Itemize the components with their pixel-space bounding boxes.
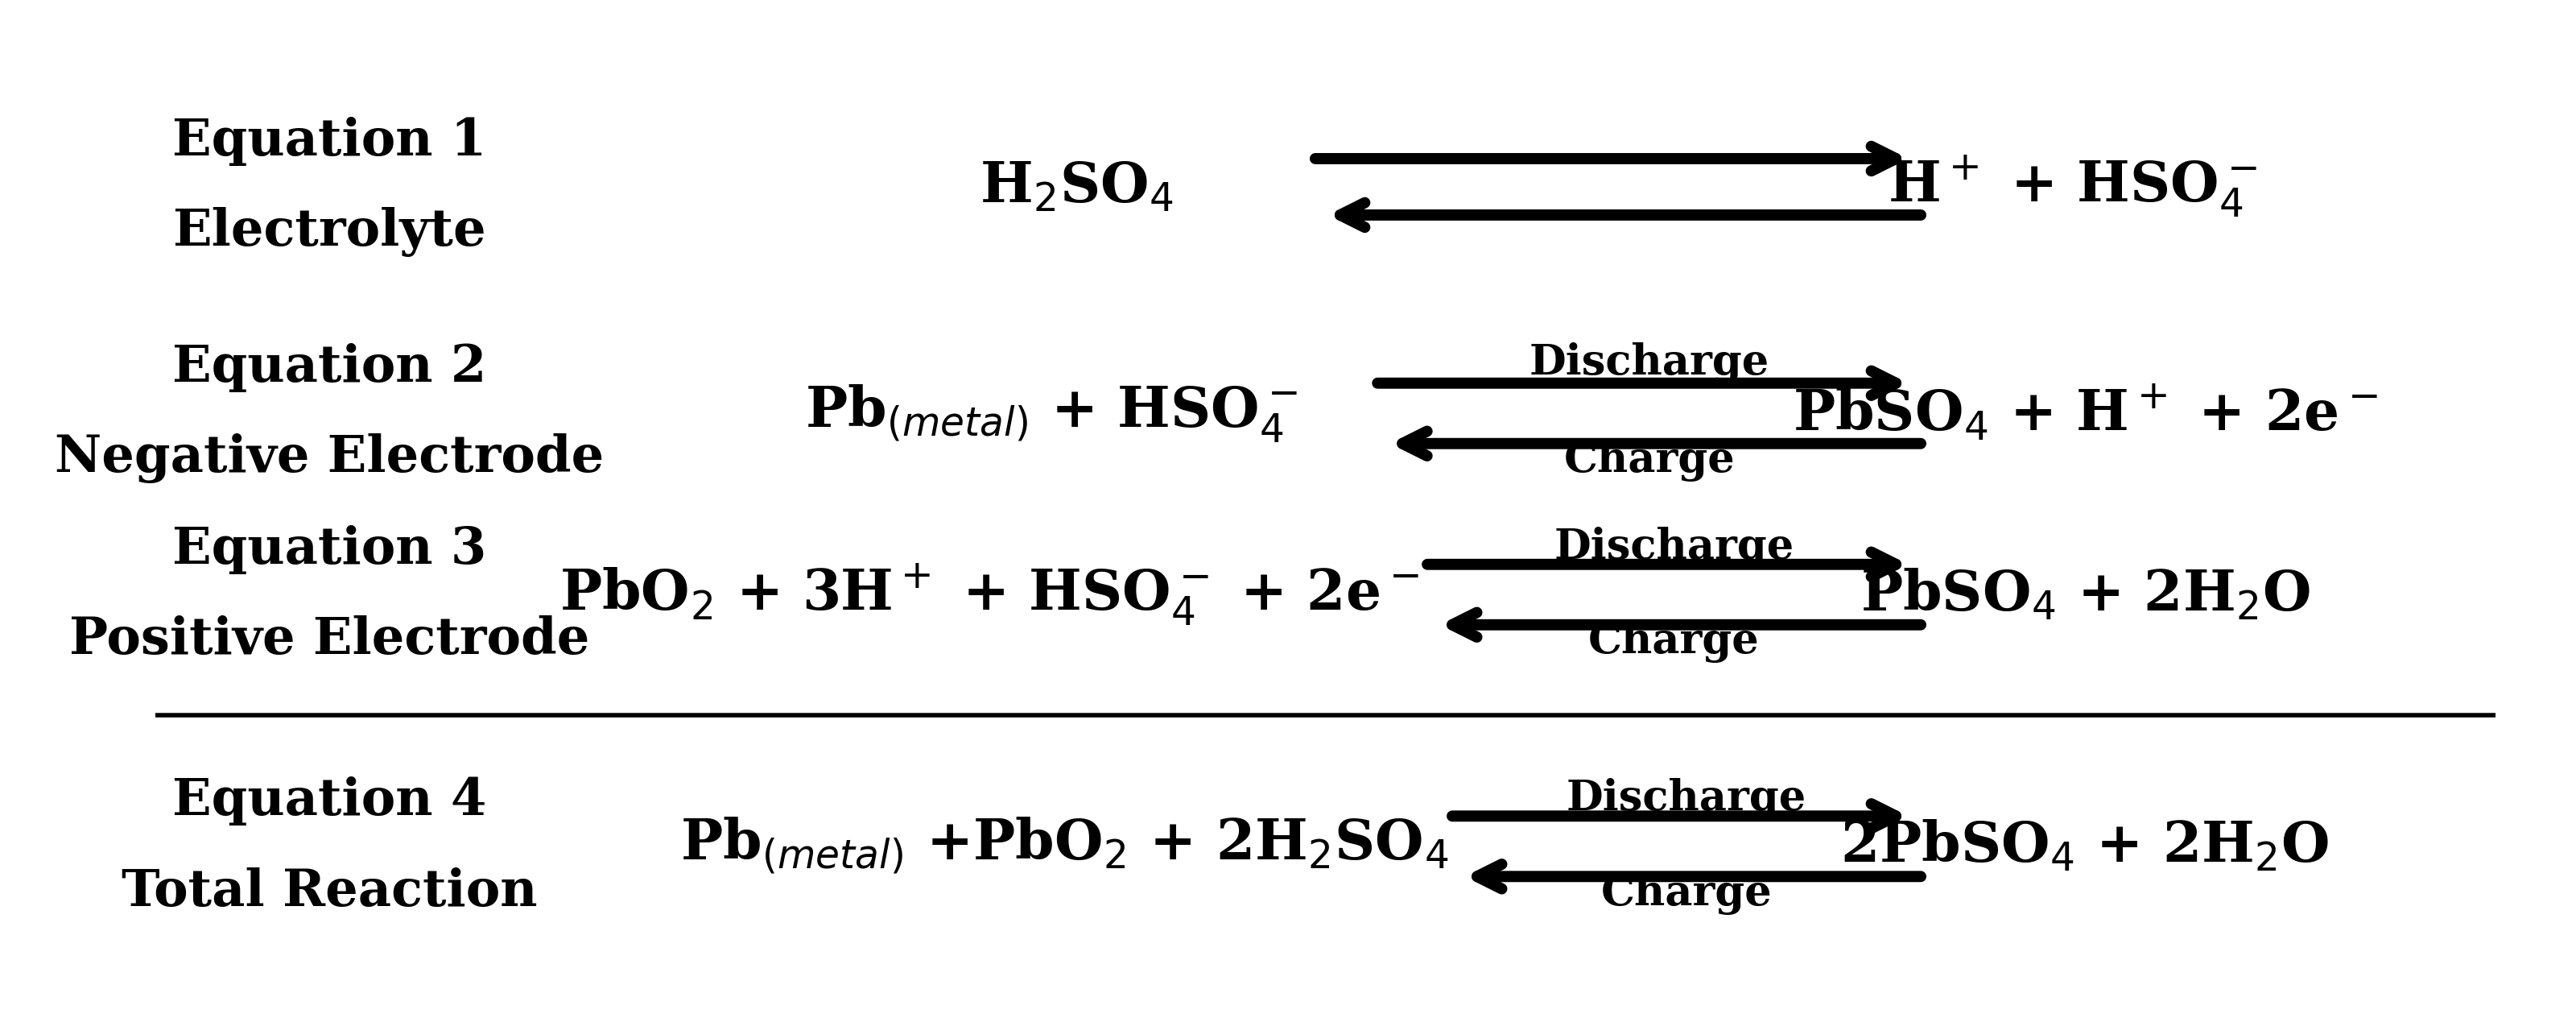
Text: PbO$_2$ + 3H$^+$ + HSO$_4^-$ + 2e$^-$: PbO$_2$ + 3H$^+$ + HSO$_4^-$ + 2e$^-$ — [559, 562, 1419, 627]
Text: Charge: Charge — [1600, 872, 1772, 914]
Text: Discharge: Discharge — [1566, 778, 1806, 819]
Text: Charge: Charge — [1589, 621, 1759, 663]
Text: Equation 2: Equation 2 — [173, 343, 487, 393]
Text: PbSO$_4$ + H$^+$ + 2e$^-$: PbSO$_4$ + H$^+$ + 2e$^-$ — [1793, 384, 2378, 443]
Text: Discharge: Discharge — [1553, 526, 1793, 568]
Text: PbSO$_4$ + 2H$_2$O: PbSO$_4$ + 2H$_2$O — [1860, 567, 2311, 622]
Text: Pb$_{(metal)}$ + HSO$_4^-$: Pb$_{(metal)}$ + HSO$_4^-$ — [806, 383, 1298, 444]
Text: Negative Electrode: Negative Electrode — [54, 434, 605, 484]
Text: Pb$_{(metal)}$ +PbO$_2$ + 2H$_2$SO$_4$: Pb$_{(metal)}$ +PbO$_2$ + 2H$_2$SO$_4$ — [680, 816, 1448, 876]
Text: H$^+$ + HSO$_4^-$: H$^+$ + HSO$_4^-$ — [1888, 155, 2257, 219]
Text: Equation 1: Equation 1 — [173, 117, 487, 166]
Text: Discharge: Discharge — [1530, 342, 1770, 384]
Text: Equation 3: Equation 3 — [173, 524, 487, 574]
Text: 2PbSO$_4$ + 2H$_2$O: 2PbSO$_4$ + 2H$_2$O — [1839, 818, 2329, 873]
Text: Equation 4: Equation 4 — [173, 777, 487, 826]
Text: Charge: Charge — [1564, 440, 1734, 482]
Text: Positive Electrode: Positive Electrode — [70, 615, 590, 665]
Text: H$_2$SO$_4$: H$_2$SO$_4$ — [979, 160, 1175, 214]
Text: Electrolyte: Electrolyte — [173, 207, 487, 258]
Text: Total Reaction: Total Reaction — [121, 867, 538, 916]
